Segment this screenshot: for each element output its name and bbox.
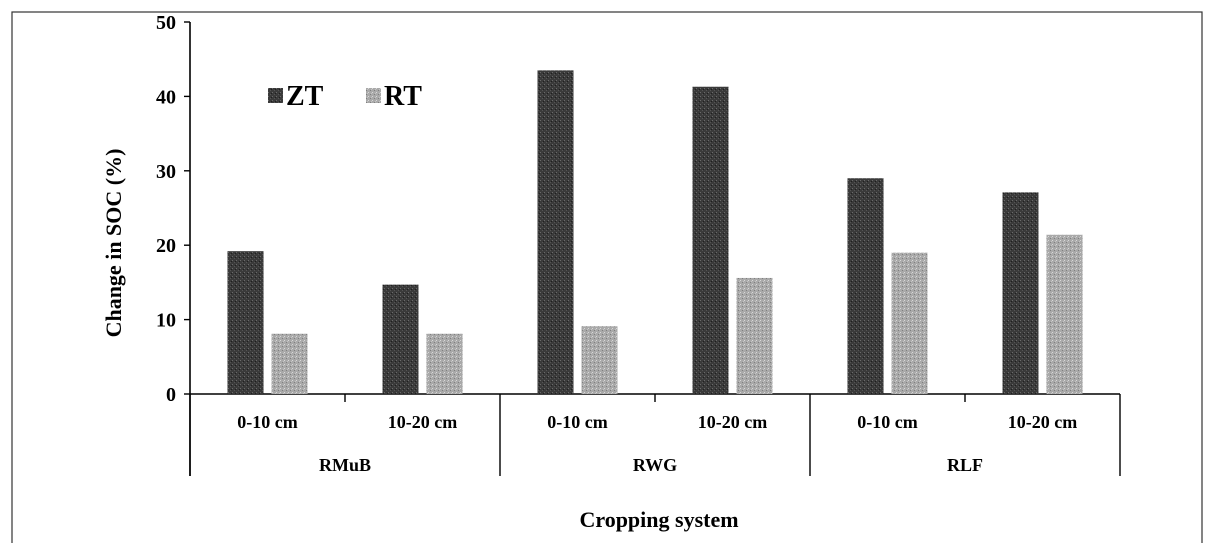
y-tick-label: 10 (156, 310, 176, 332)
x-tick-label: 0-10 cm (857, 412, 917, 432)
legend-label: RT (384, 81, 422, 112)
group-label: RWG (633, 455, 677, 475)
y-tick-label: 40 (156, 86, 176, 108)
x-tick-label: 0-10 cm (547, 412, 607, 432)
y-tick-label: 50 (156, 12, 176, 34)
x-axis-title: Cropping system (579, 507, 738, 532)
bar-rt (581, 326, 618, 394)
y-tick-label: 0 (166, 384, 176, 406)
x-tick-label: 10-20 cm (698, 412, 767, 432)
x-tick-label: 10-20 cm (388, 412, 457, 432)
bar-rt (891, 252, 928, 394)
y-tick-label: 20 (156, 235, 176, 257)
x-tick-label: 10-20 cm (1008, 412, 1077, 432)
group-label: RMuB (319, 455, 371, 475)
bar-rt (1046, 234, 1083, 394)
bar-rt (271, 333, 308, 394)
bar-zt (692, 86, 729, 394)
legend-label: ZT (286, 81, 324, 112)
bar-zt (847, 178, 884, 394)
legend: ZT RT (268, 81, 422, 112)
bar-zt (1002, 192, 1039, 394)
legend-swatch-rt (366, 88, 381, 103)
chart-border (11, 11, 1203, 543)
y-tick-label: 30 (156, 161, 176, 183)
plot-area: 0 10 20 30 40 50 0-10 cm 10-20 cm 0-10 cm 10-20 c… (156, 12, 1121, 476)
y-axis-title: Change in SOC (%) (101, 149, 126, 338)
legend-swatch-zt (268, 88, 283, 103)
x-tick-label: 0-10 cm (237, 412, 297, 432)
bar-zt (537, 70, 574, 395)
bar-rt (426, 333, 463, 394)
bar-rt (736, 277, 773, 394)
group-label: RLF (947, 455, 983, 475)
bar-zt (382, 284, 419, 394)
bar-zt (227, 251, 264, 394)
